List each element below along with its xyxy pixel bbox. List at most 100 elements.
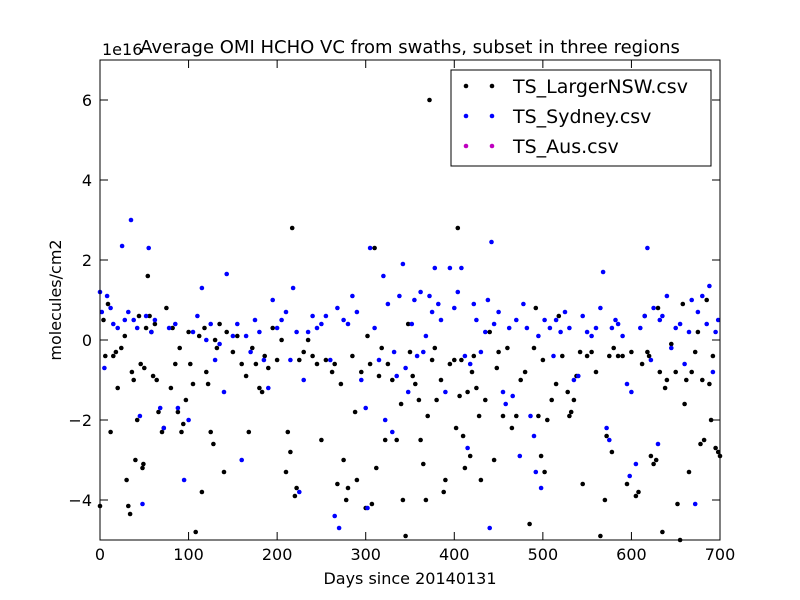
- data-point: [645, 245, 650, 251]
- data-point: [186, 329, 191, 335]
- data-point: [598, 533, 603, 539]
- data-point: [707, 283, 712, 289]
- series-0: [97, 97, 723, 543]
- data-point: [560, 353, 565, 359]
- data-point: [593, 325, 599, 331]
- data-point: [345, 321, 351, 327]
- data-point: [310, 353, 315, 359]
- data-point: [682, 401, 687, 407]
- data-point: [425, 413, 431, 419]
- data-point: [301, 349, 307, 355]
- y-axis-offset-label: 1e16: [102, 40, 142, 59]
- data-point: [664, 293, 670, 299]
- data-point: [447, 361, 453, 367]
- data-point: [562, 309, 568, 315]
- data-point: [405, 321, 411, 327]
- data-point: [500, 389, 506, 395]
- data-point: [584, 353, 590, 359]
- data-point: [147, 313, 152, 319]
- data-point: [175, 409, 181, 415]
- data-point: [452, 305, 457, 311]
- data-point: [141, 461, 146, 467]
- data-point: [580, 481, 585, 487]
- data-point: [372, 245, 377, 251]
- data-point: [214, 345, 220, 351]
- data-point: [382, 437, 388, 443]
- data-point: [565, 389, 570, 395]
- data-point: [365, 333, 370, 339]
- data-point: [485, 297, 491, 303]
- data-point: [199, 285, 205, 291]
- data-point: [166, 325, 172, 331]
- data-point: [145, 273, 151, 279]
- data-point: [556, 313, 562, 319]
- data-point: [224, 271, 229, 277]
- data-point: [441, 489, 447, 495]
- data-point: [343, 497, 349, 503]
- data-point: [217, 321, 222, 327]
- data-point: [102, 365, 107, 371]
- data-point: [540, 357, 546, 363]
- x-tick-label: 500: [528, 545, 559, 564]
- data-point: [323, 357, 329, 363]
- data-point: [190, 381, 196, 387]
- data-point: [354, 309, 360, 315]
- data-point: [462, 465, 468, 471]
- data-point: [363, 405, 369, 411]
- data-point: [352, 409, 358, 415]
- data-point: [657, 369, 663, 375]
- data-point: [443, 389, 448, 395]
- data-point: [350, 353, 355, 359]
- data-point: [152, 321, 158, 327]
- data-point: [471, 353, 477, 359]
- data-point: [133, 457, 138, 463]
- data-point: [111, 321, 116, 327]
- data-point: [491, 457, 497, 463]
- data-point: [700, 293, 705, 299]
- data-point: [715, 317, 721, 323]
- data-point: [707, 381, 712, 387]
- data-point: [288, 357, 293, 363]
- data-point: [418, 289, 423, 295]
- data-point: [374, 465, 379, 471]
- data-point: [713, 445, 718, 451]
- data-point: [410, 373, 416, 379]
- data-point: [409, 321, 415, 327]
- data-point: [611, 345, 616, 351]
- data-point: [558, 329, 563, 335]
- data-point: [673, 369, 678, 375]
- data-point: [715, 449, 721, 455]
- data-point: [146, 245, 151, 251]
- data-point: [259, 389, 265, 395]
- data-point: [250, 345, 255, 351]
- data-point: [202, 325, 207, 331]
- data-point: [613, 317, 618, 323]
- data-point: [421, 461, 426, 467]
- data-point: [655, 441, 661, 447]
- data-point: [689, 297, 694, 303]
- data-point: [270, 297, 276, 303]
- data-point: [136, 313, 142, 319]
- x-tick-label: 200: [262, 545, 293, 564]
- data-point: [527, 521, 532, 527]
- data-point: [689, 369, 694, 375]
- data-point: [491, 321, 497, 327]
- data-point: [369, 501, 375, 507]
- data-point: [108, 429, 113, 435]
- data-point: [292, 493, 298, 499]
- legend-label: TS_Aus.csv: [512, 136, 619, 158]
- data-point: [465, 445, 470, 451]
- data-point: [266, 365, 271, 371]
- data-point: [253, 361, 259, 367]
- data-point: [494, 365, 500, 371]
- x-axis-label: Days since 20140131: [323, 569, 496, 588]
- plot-points-layer: [97, 97, 723, 543]
- data-point: [695, 329, 701, 335]
- data-point: [195, 313, 200, 319]
- data-point: [421, 349, 426, 355]
- data-point: [199, 489, 205, 495]
- data-point: [624, 381, 630, 387]
- x-tick-label: 600: [616, 545, 647, 564]
- data-point: [571, 377, 577, 383]
- data-point: [345, 485, 351, 491]
